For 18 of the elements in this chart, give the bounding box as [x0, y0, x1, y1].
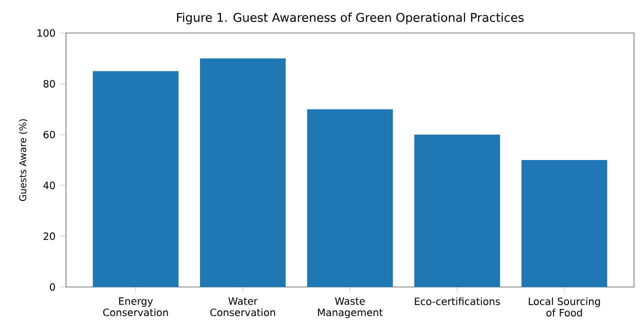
x-tick-label: Waste Management	[318, 297, 383, 318]
bar	[92, 71, 179, 287]
y-tick-label: 100	[38, 29, 55, 37]
x-tick-label: Local Sourcing of Food	[528, 297, 600, 316]
bar	[307, 109, 393, 287]
bar	[521, 160, 608, 287]
y-tick-label: 60	[44, 130, 55, 138]
x-tick-label: Eco-certifications	[414, 297, 500, 306]
y-tick-label: 80	[44, 80, 55, 88]
chart-title: Figure 1. Guest Awareness of Green Operational Practices	[177, 12, 524, 24]
bar	[200, 58, 286, 287]
y-axis-title: Guests Aware (%)	[19, 119, 28, 202]
x-tick-label: Water Conservation	[210, 297, 276, 316]
y-tick-label: 0	[50, 283, 55, 291]
y-tick-label: 20	[44, 232, 55, 240]
bar	[414, 134, 500, 287]
x-tick-label: Energy Conservation	[103, 297, 168, 316]
y-tick-label: 40	[43, 182, 55, 190]
